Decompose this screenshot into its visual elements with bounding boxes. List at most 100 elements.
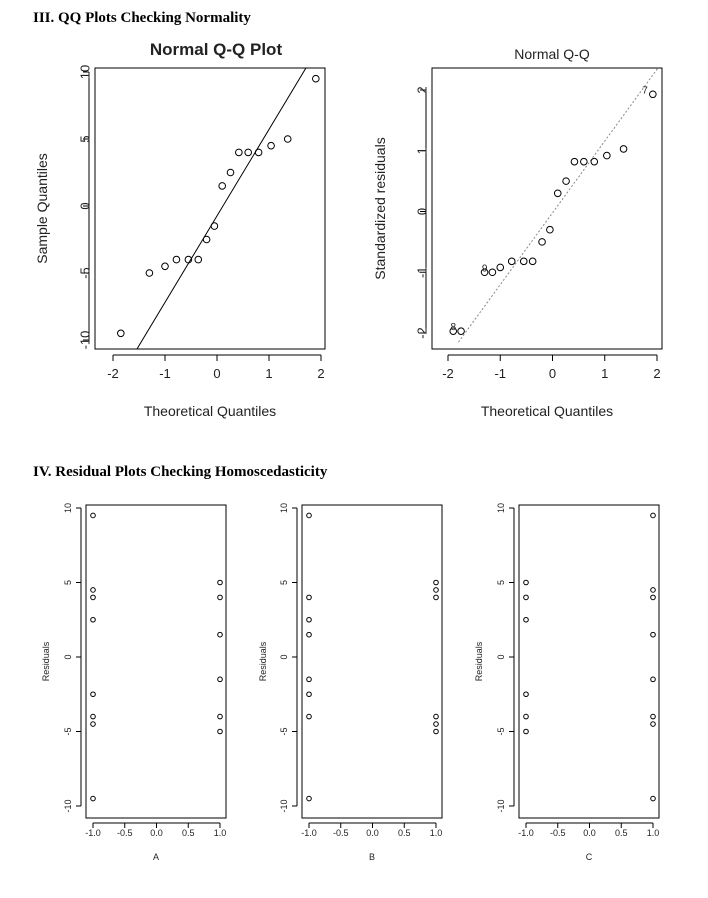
data-point — [117, 329, 125, 338]
data-point — [650, 795, 656, 802]
y-tick-label: 10 — [496, 503, 506, 513]
data-point — [226, 168, 235, 177]
data-point — [306, 691, 312, 698]
data-point — [306, 795, 312, 802]
reference-line — [458, 68, 659, 343]
data-point — [650, 713, 656, 720]
x-tick-label: 0.5 — [398, 828, 411, 838]
data-point — [433, 713, 439, 720]
data-point — [457, 327, 465, 335]
data-point — [90, 691, 96, 698]
y-tick-label: -10 — [78, 331, 93, 350]
data-point — [202, 235, 211, 244]
x-tick-label: -1.0 — [518, 828, 534, 838]
y-tick-label: 1 — [415, 147, 430, 154]
data-point — [650, 587, 656, 593]
data-point — [546, 225, 554, 234]
y-axis-label: Residuals — [41, 641, 51, 681]
y-axis-label: Residuals — [474, 641, 484, 681]
y-tick-label: -5 — [496, 727, 506, 735]
data-point — [90, 721, 96, 727]
data-point — [580, 157, 588, 166]
data-point — [254, 148, 263, 157]
chart-1: Normal Q-Q Plot-2 -1 0 1 2-10-50510Theoretic… — [34, 40, 326, 419]
x-tick-label: -0.5 — [333, 828, 349, 838]
data-point — [523, 691, 529, 698]
data-point — [650, 631, 656, 638]
plot-frame — [94, 67, 326, 350]
point-label: 8 — [451, 322, 457, 333]
data-point — [562, 177, 570, 185]
data-point — [449, 327, 458, 335]
plot-frame — [431, 67, 663, 350]
plot-frame — [518, 504, 660, 819]
data-point — [244, 148, 252, 157]
data-point — [553, 189, 562, 198]
x-tick-label: -1.0 — [301, 828, 317, 838]
y-tick-label: -1 — [415, 266, 430, 278]
x-tick-label: -1 — [159, 366, 171, 381]
data-point — [650, 676, 656, 683]
x-tick-label: 1.0 — [214, 828, 227, 838]
y-tick-label: 0 — [279, 654, 289, 659]
data-point — [161, 262, 169, 271]
x-tick-label: 0.5 — [182, 828, 195, 838]
x-tick-label: -1.0 — [85, 828, 101, 838]
data-point — [519, 257, 528, 266]
data-point — [590, 157, 599, 166]
y-tick-label: -10 — [63, 799, 73, 812]
data-point — [184, 255, 193, 264]
plot-frame — [301, 504, 443, 819]
data-point — [523, 616, 529, 623]
y-tick-label: 5 — [63, 580, 73, 585]
x-tick-label: -2 — [107, 366, 119, 381]
data-point — [194, 255, 203, 264]
data-point — [523, 594, 529, 601]
y-tick-label: 5 — [78, 135, 93, 142]
y-tick-label: 0 — [78, 202, 93, 209]
y-tick-label: 2 — [415, 86, 430, 93]
data-point — [90, 795, 96, 802]
point-label: 7 — [642, 85, 648, 96]
data-point — [145, 269, 154, 277]
data-point — [217, 713, 223, 720]
x-tick-label: 0.0 — [583, 828, 596, 838]
plot-frame — [85, 504, 227, 819]
data-point — [528, 257, 537, 266]
y-tick-label: -5 — [78, 267, 93, 279]
chart-title: Normal Q-Q Plot — [150, 40, 283, 59]
data-point — [283, 135, 292, 143]
x-tick-label: 2 — [317, 366, 324, 381]
x-tick-label: -2 — [442, 366, 454, 381]
x-tick-label: -1 — [494, 366, 506, 381]
chart-4: -1.0 -0.5 0.0 0.5 1.0 -10 -5 0 5 10 B Residuals — [258, 503, 443, 862]
data-point — [218, 182, 226, 190]
data-point — [433, 594, 439, 601]
y-tick-label: 0 — [496, 654, 506, 659]
data-point — [90, 587, 96, 593]
data-point — [433, 721, 439, 727]
data-point — [619, 145, 628, 153]
y-tick-label: 10 — [63, 503, 73, 513]
data-point — [538, 238, 546, 246]
data-point — [488, 268, 497, 277]
x-axis-label: A — [153, 852, 159, 862]
data-point — [650, 721, 656, 727]
data-point — [650, 512, 656, 519]
data-point — [306, 512, 312, 519]
y-tick-label: -5 — [63, 727, 73, 735]
x-axis-label: B — [369, 852, 375, 862]
data-point — [433, 587, 439, 593]
data-point — [217, 676, 223, 683]
data-point — [235, 148, 243, 157]
data-point — [649, 90, 657, 99]
y-axis-label: Sample Quantiles — [34, 153, 50, 264]
data-point — [217, 631, 223, 638]
chart-2: Normal Q-Q -2 -1 0 1 2 -2 -1 0 1 2 Theoretical Quan… — [372, 46, 663, 419]
data-point — [90, 713, 96, 720]
x-tick-label: 2 — [653, 366, 660, 381]
y-axis-label: Residuals — [258, 641, 268, 681]
x-tick-label: 1 — [601, 366, 608, 381]
x-tick-label: 0.5 — [615, 828, 628, 838]
